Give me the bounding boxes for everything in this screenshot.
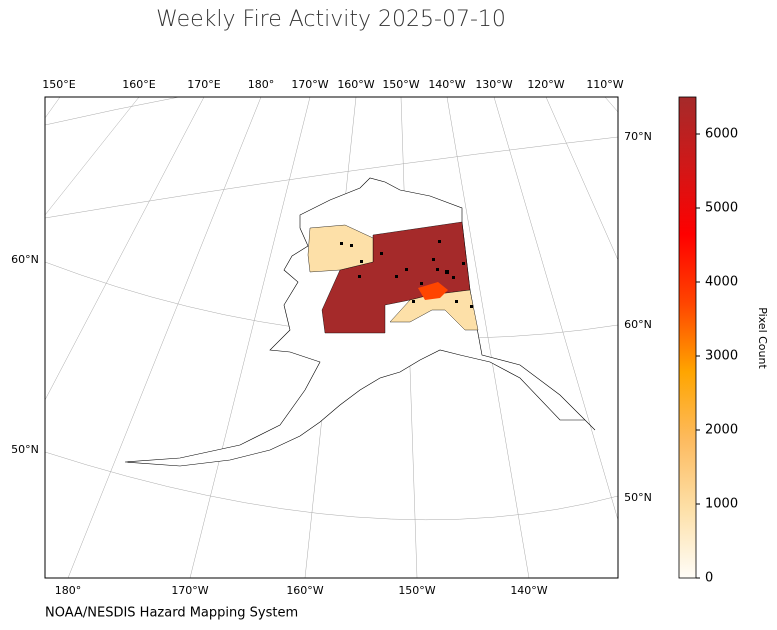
graticule-label: 150°W	[382, 78, 419, 91]
graticule-label: 140°W	[510, 584, 547, 597]
graticule-label: 70°N	[624, 130, 652, 143]
colorbar-tick-label: 6000	[705, 127, 738, 142]
credit: NOAA/NESDIS Hazard Mapping System	[45, 606, 298, 621]
colorbar	[678, 96, 697, 579]
graticule-label: 120°W	[527, 78, 564, 91]
colorbar-tick-label: 5000	[705, 201, 738, 216]
graticule-label: 170°E	[187, 78, 220, 91]
graticule-label: 170°W	[171, 584, 208, 597]
graticule-label: 60°N	[624, 318, 652, 331]
map-frame	[44, 96, 619, 579]
colorbar-tick-label: 4000	[705, 275, 738, 290]
graticule-label: 160°W	[337, 78, 374, 91]
graticule-label: 180°	[248, 78, 275, 91]
fire-detections	[340, 240, 473, 308]
graticule-label: 150°W	[398, 584, 435, 597]
graticule-label: 160°E	[122, 78, 155, 91]
graticule-label: 160°W	[286, 584, 323, 597]
colorbar-tick-label: 2000	[705, 423, 738, 438]
graticule-label: 130°W	[475, 78, 512, 91]
colorbar-tick-label: 3000	[705, 349, 738, 364]
graticule-label: 110°W	[586, 78, 623, 91]
graticule-label: 50°N	[11, 443, 39, 456]
graticule-label: 150°E	[42, 78, 75, 91]
map-area	[45, 97, 618, 578]
colorbar-tick-label: 1000	[705, 497, 738, 512]
graticule-label: 180°	[55, 584, 82, 597]
fire-zone-mid	[418, 282, 448, 300]
graticule-label: 170°W	[291, 78, 328, 91]
colorbar-label: Pixel Count	[756, 307, 769, 369]
graticule-label: 60°N	[11, 253, 39, 266]
fire-zone-low	[307, 224, 374, 273]
colorbar-tick-label: 0	[705, 571, 713, 586]
graticule-label: 50°N	[624, 491, 652, 504]
title: Weekly Fire Activity 2025-07-10	[156, 7, 506, 32]
graticule-label: 140°W	[428, 78, 465, 91]
